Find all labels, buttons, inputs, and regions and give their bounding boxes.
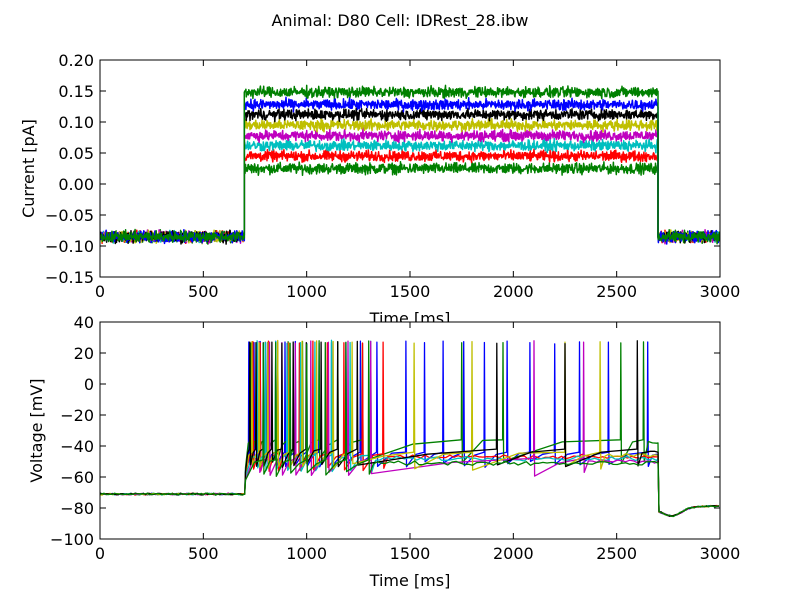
current-x-tick-label: 3000 (700, 282, 741, 301)
current-trace-7 (100, 84, 720, 245)
current-x-tick-label: 2000 (493, 282, 534, 301)
current-y-tick-label: 0.20 (58, 51, 94, 70)
current-y-tick-label: −0.10 (45, 237, 94, 256)
voltage-x-tick-label: 0 (95, 544, 105, 563)
voltage-plot-area (100, 322, 720, 539)
voltage-traces (100, 339, 720, 518)
current-x-tick-label: 2500 (596, 282, 637, 301)
voltage-x-tick-label: 2500 (596, 544, 637, 563)
current-y-tick-label: −0.05 (45, 206, 94, 225)
voltage-x-tick-label: 1000 (286, 544, 327, 563)
voltage-x-tick-label: 1500 (390, 544, 431, 563)
voltage-y-tick-label: −100 (50, 530, 94, 549)
voltage-y-tick-label: 20 (74, 344, 94, 363)
voltage-y-tick-label: −40 (60, 437, 94, 456)
voltage-x-tick-label: 3000 (700, 544, 741, 563)
current-x-tick-label: 1500 (390, 282, 431, 301)
current-plot-frame (99, 59, 721, 278)
current-panel: 0 500 1000 1500 2000 2500 3000 −0.15 −0.10 −0.05 0… (19, 51, 740, 328)
figure-title: Animal: D80 Cell: IDRest_28.ibw (271, 11, 528, 31)
voltage-axis-ticks: 0 500 1000 1500 2000 2500 3000 −100 −80 −60 −40 −20… (50, 313, 740, 563)
current-y-tick-label: −0.15 (45, 268, 94, 287)
current-y-tick-label: 0.05 (58, 144, 94, 163)
current-x-tick-label: 0 (95, 282, 105, 301)
voltage-y-tick-label: −20 (60, 406, 94, 425)
voltage-trace-7 (100, 340, 720, 518)
voltage-y-axis-label: Voltage [mV] (27, 378, 46, 482)
current-axis-ticks: 0 500 1000 1500 2000 2500 3000 −0.15 −0.10 −0.05 0… (45, 51, 740, 301)
current-y-axis-label: Current [pA] (19, 119, 38, 218)
voltage-y-tick-label: −80 (60, 499, 94, 518)
current-y-tick-label: 0.00 (58, 175, 94, 194)
current-traces (100, 84, 720, 245)
voltage-panel: 0 500 1000 1500 2000 2500 3000 −100 −80 −60 −40 −20… (27, 313, 740, 590)
current-x-tick-label: 500 (188, 282, 219, 301)
voltage-y-tick-label: 40 (74, 313, 94, 332)
voltage-y-tick-label: 0 (84, 375, 94, 394)
current-y-tick-label: 0.15 (58, 82, 94, 101)
voltage-x-axis-label: Time [ms] (369, 571, 451, 590)
voltage-y-tick-label: −60 (60, 468, 94, 487)
voltage-x-tick-label: 2000 (493, 544, 534, 563)
voltage-plot-frame (99, 321, 721, 540)
current-x-tick-label: 1000 (286, 282, 327, 301)
voltage-x-tick-label: 500 (188, 544, 219, 563)
current-y-tick-label: 0.10 (58, 113, 94, 132)
